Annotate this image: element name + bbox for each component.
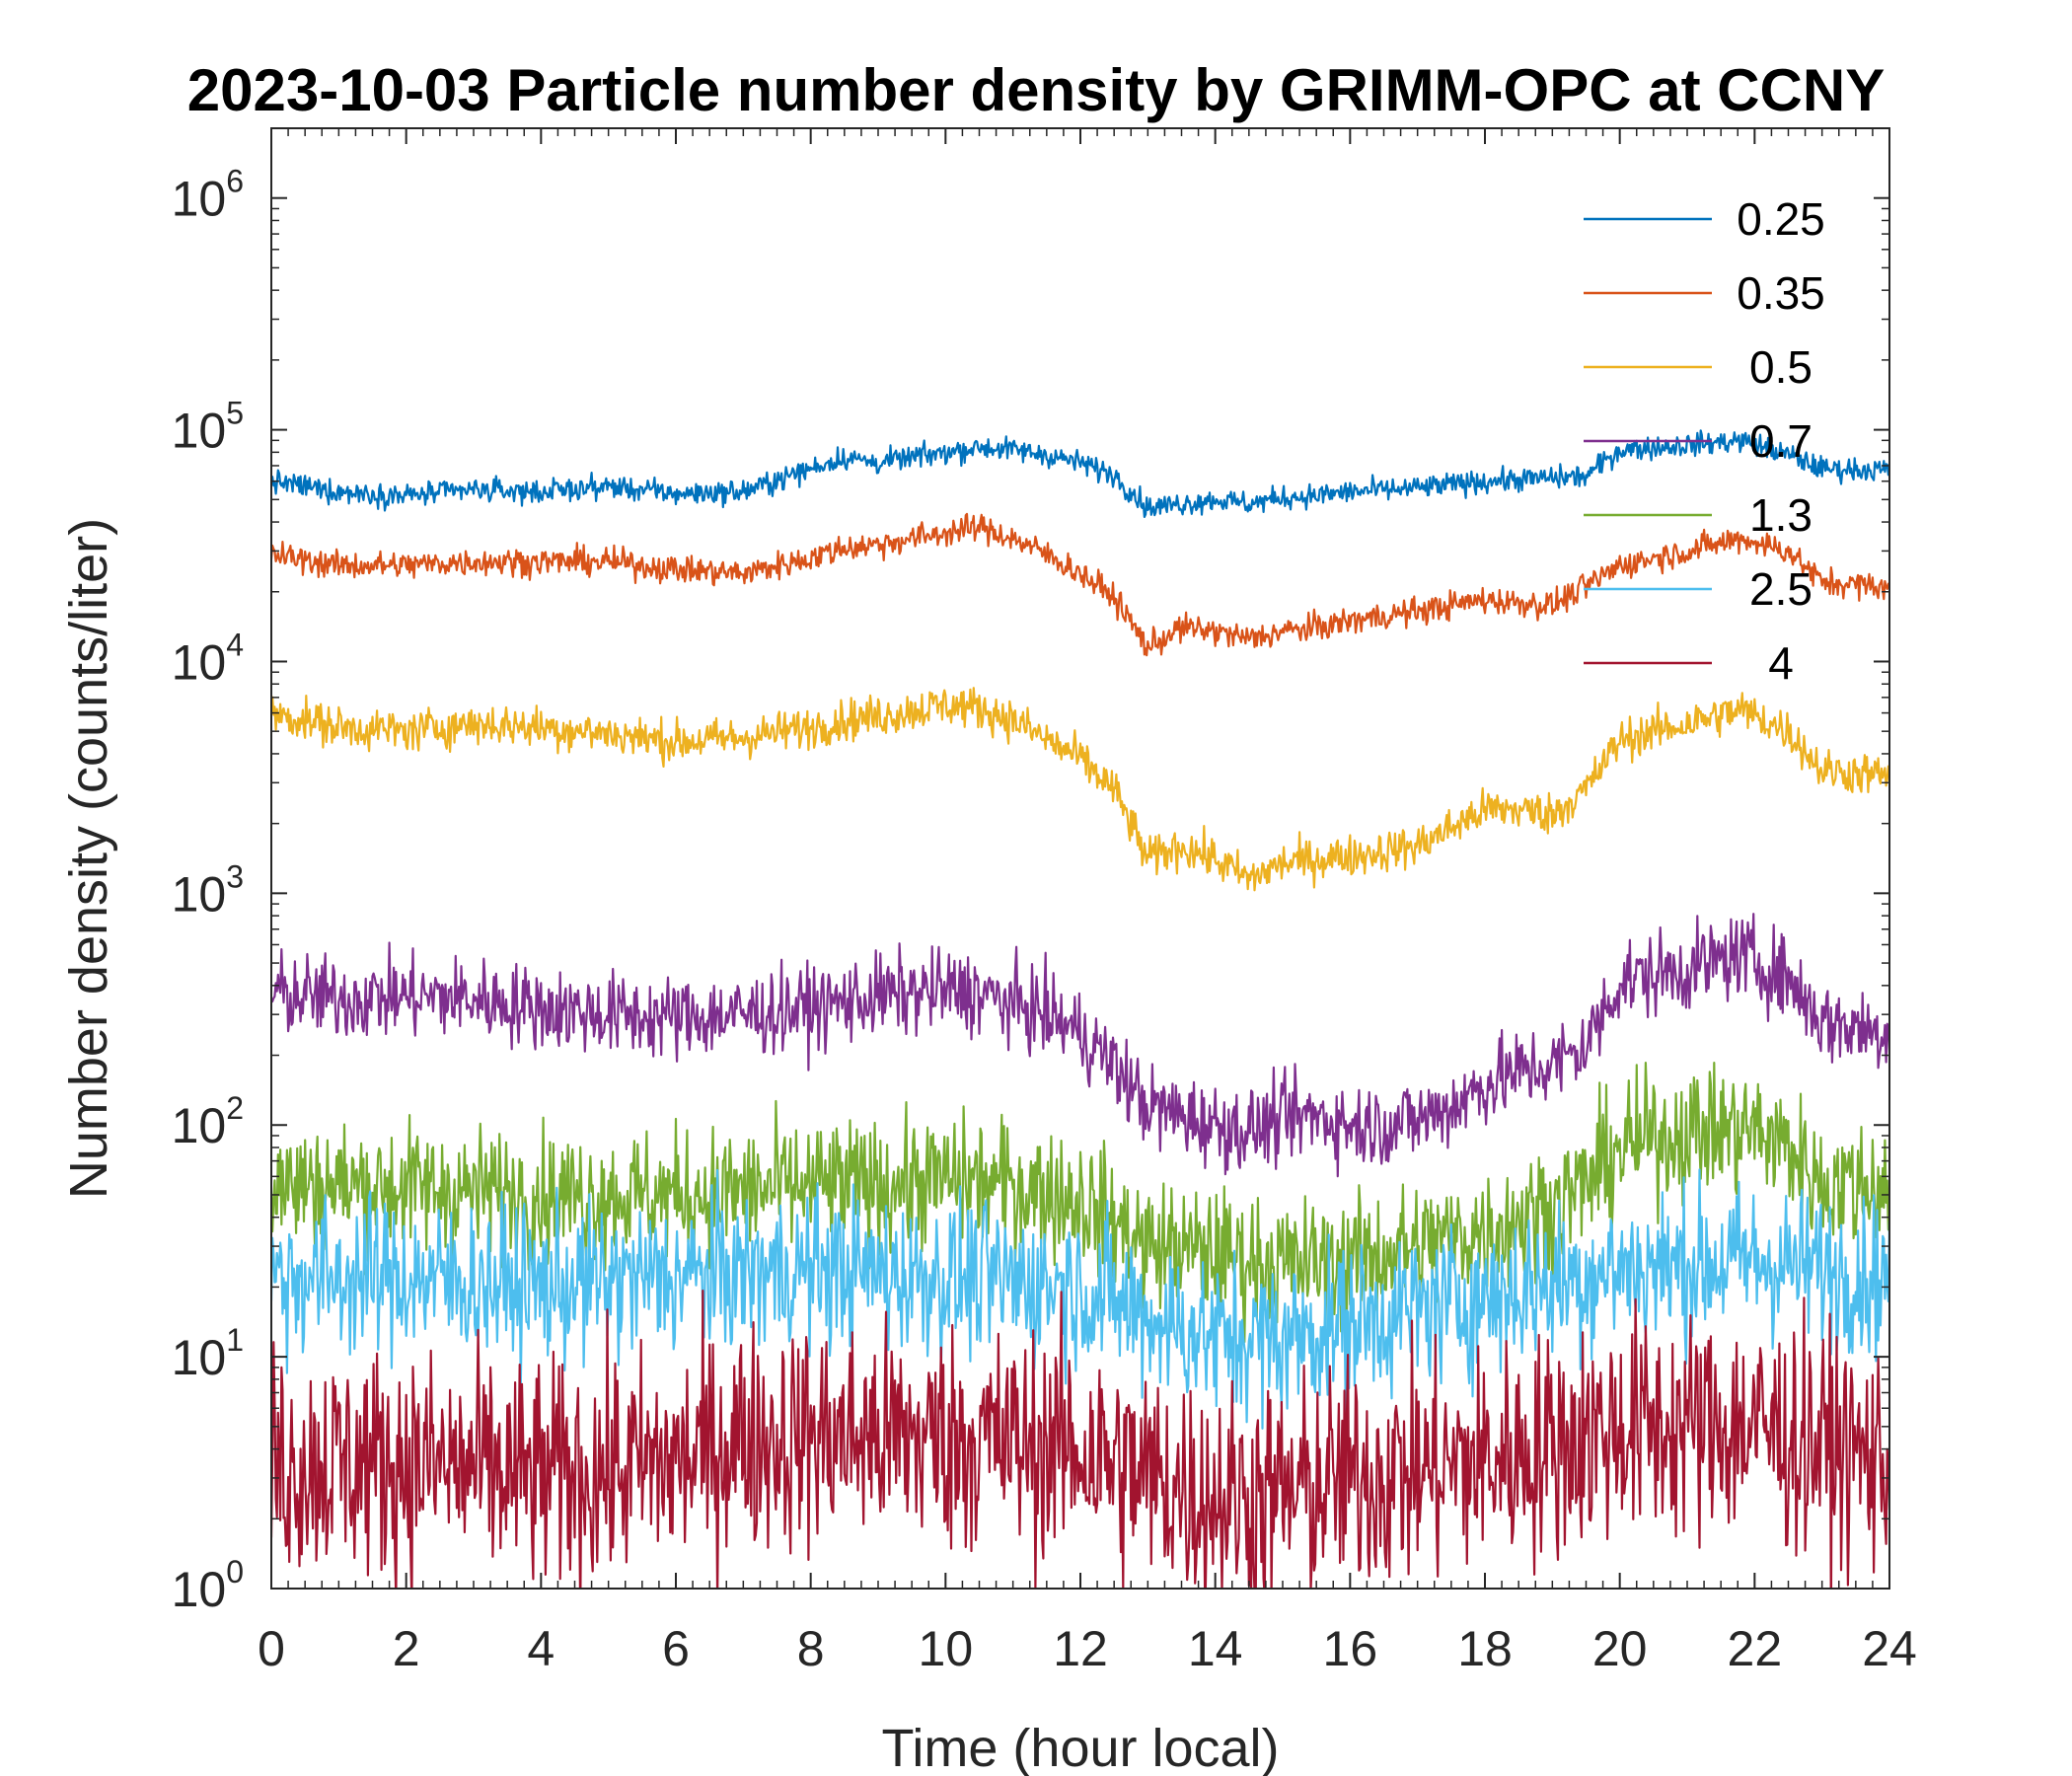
y-tick-label-exp-0: 0 (226, 1554, 244, 1590)
y-tick-label-6: 106 (172, 164, 244, 227)
y-axis-label: Number density (counts/liter) (59, 518, 118, 1199)
x-tick-label-11: 22 (1728, 1621, 1783, 1676)
series-line-3 (271, 913, 1889, 1178)
y-tick-label-1: 101 (172, 1322, 244, 1385)
y-tick-label-3: 103 (172, 858, 244, 922)
y-tick-label-exp-6: 6 (226, 164, 244, 199)
y-tick-label-0: 100 (172, 1554, 244, 1617)
chart-title: 2023-10-03 Particle number density by GR… (187, 57, 1886, 123)
legend-label-0: 0.25 (1737, 193, 1825, 245)
series-line-0 (271, 429, 1889, 518)
y-tick-label-exp-5: 5 (226, 396, 244, 431)
series-line-4 (271, 1062, 1889, 1344)
x-tick-label-6: 12 (1053, 1621, 1108, 1676)
x-axis-label: Time (hour local) (881, 1719, 1279, 1776)
legend-label-2: 0.5 (1749, 341, 1813, 393)
x-tick-label-2: 4 (527, 1621, 555, 1676)
legend-label-6: 4 (1768, 637, 1794, 689)
y-tick-label-base-1: 10 (172, 1330, 227, 1385)
legend: 0.25 0.35 0.5 0.7 1.3 2.5 4 (1584, 193, 1825, 689)
y-tick-label-base-4: 10 (172, 634, 227, 690)
x-tick-label-9: 18 (1457, 1621, 1513, 1676)
legend-label-5: 2.5 (1749, 563, 1813, 615)
x-tick-label-10: 20 (1592, 1621, 1648, 1676)
series-line-6 (271, 1290, 1889, 1589)
series-line-5 (271, 1168, 1889, 1430)
y-tick-label-2: 102 (172, 1090, 244, 1153)
x-tick-label-12: 24 (1862, 1621, 1917, 1676)
x-tick-label-7: 14 (1188, 1621, 1243, 1676)
x-tick-label-3: 6 (662, 1621, 690, 1676)
plot-frame (270, 127, 1890, 1590)
y-tick-label-exp-2: 2 (226, 1090, 244, 1126)
x-tick-label-0: 0 (258, 1621, 285, 1676)
legend-label-1: 0.35 (1737, 267, 1825, 319)
series-line-1 (271, 512, 1889, 657)
x-tick-label-8: 16 (1323, 1621, 1378, 1676)
series-line-2 (271, 687, 1889, 892)
y-tick-label-exp-3: 3 (226, 858, 244, 894)
legend-label-4: 1.3 (1749, 489, 1813, 541)
series-layer (271, 429, 1889, 1589)
legend-label-3: 0.7 (1749, 415, 1813, 467)
y-tick-label-exp-4: 4 (226, 627, 244, 662)
axis-ticks (270, 127, 1890, 1590)
x-tick-label-4: 8 (797, 1621, 825, 1676)
y-tick-label-base-2: 10 (172, 1098, 227, 1153)
y-tick-label-4: 104 (172, 627, 244, 690)
x-tick-label-1: 2 (393, 1621, 420, 1676)
y-tick-label-exp-1: 1 (226, 1322, 244, 1358)
y-tick-label-base-3: 10 (172, 866, 227, 922)
tick-labels: 0 2 4 6 8 10 12 14 16 18 20 22 241001011021031041051… (172, 164, 1917, 1676)
y-tick-label-base-0: 10 (172, 1562, 227, 1617)
x-tick-label-5: 10 (919, 1621, 974, 1676)
y-tick-label-base-5: 10 (172, 404, 227, 459)
y-tick-label-base-6: 10 (172, 172, 227, 227)
y-tick-label-5: 105 (172, 396, 244, 459)
